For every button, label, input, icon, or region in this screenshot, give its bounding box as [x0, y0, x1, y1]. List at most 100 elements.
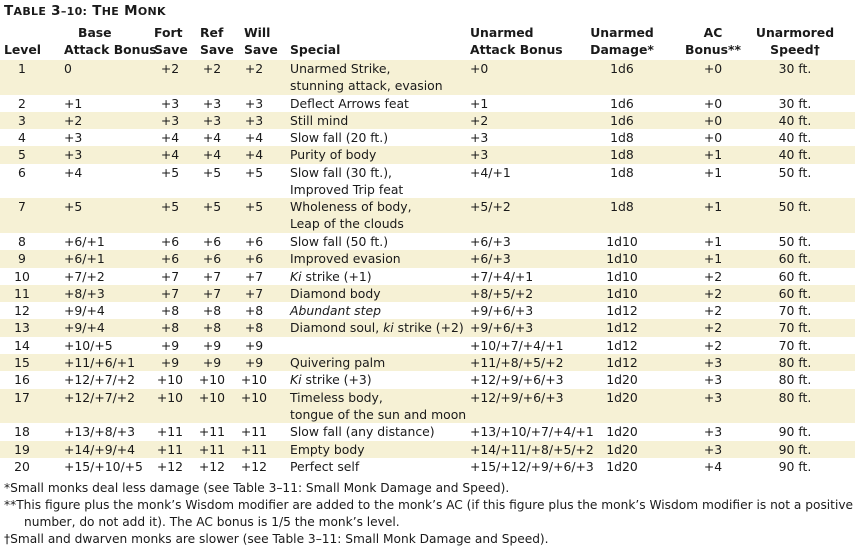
table-row: 16 +12/+7/+2 +10 +10 +10 +12/+9/+6/+3 1d20 +3 80… [0, 371, 855, 388]
cell-will-save: +5 [244, 199, 264, 215]
table-row: 15 +11/+6/+1 +9 +9 +9 +11/+8/+5/+2 1d12 +3 80 ft… [0, 354, 855, 372]
cell-base-attack-bonus: +12/+7/+2 [64, 389, 136, 405]
table-row: 10 +7/+2 +7 +7 +7 +7/+4/+1 1d10 +2 60 ft. Ki stri… [0, 268, 855, 285]
cell-special: Ki strike (+3) [290, 371, 470, 388]
special-line: Perfect self [290, 458, 360, 474]
cell-special: Ki strike (+1) [290, 268, 470, 285]
header-unarmored-speed: Unarmored Speed† [755, 25, 835, 57]
cell-will-save: +6 [244, 251, 264, 267]
cell-unarmed-damage: 1d6 [610, 61, 634, 76]
cell-unarmed-attack-bonus: +1 [470, 95, 489, 111]
cell-ref-save: +6 [202, 251, 222, 267]
cell-unarmored-speed: 60 ft. [778, 251, 812, 267]
cell-base-attack-bonus: +9/+4 [64, 320, 105, 336]
cell-level: 2 [18, 95, 26, 111]
cell-base-attack-bonus: +2 [64, 112, 83, 128]
cell-unarmed-attack-bonus: +9/+6/+3 [470, 320, 534, 336]
cell-unarmed-damage: 1d10 [606, 251, 638, 267]
special-line: Ki strike (+3) [290, 372, 372, 388]
cell-fort-save: +4 [160, 147, 180, 163]
cell-unarmed-damage: 1d8 [610, 147, 634, 163]
cell-ac-bonus: +4 [703, 458, 723, 474]
cell-base-attack-bonus: +9/+4 [64, 303, 105, 319]
table-row: 14 +10/+5 +9 +9 +9 +10/+7/+4/+1 1d12 +2 70 ft. [0, 337, 855, 354]
special-line: Slow fall (any distance) [290, 424, 435, 440]
cell-fort-save: +5 [160, 199, 180, 215]
cell-ac-bonus: +3 [703, 355, 723, 371]
cell-ac-bonus: +0 [703, 95, 723, 111]
cell-unarmed-damage: 1d8 [610, 199, 634, 215]
table-row: 1 0 +2 +2 +2 +0 1d6 +0 30 ft. Unarmed Strike, stun… [0, 60, 855, 95]
cell-special: Diamond soul, ki strike (+2) [290, 319, 470, 336]
cell-ref-save: +9 [202, 337, 222, 353]
cell-ref-save: +10 [198, 389, 226, 405]
cell-level: 10 [14, 268, 30, 284]
cell-ac-bonus: +0 [703, 130, 723, 146]
special-line: Unarmed Strike, [290, 61, 391, 76]
footnote-small-damage: *Small monks deal less damage (see Table… [4, 481, 510, 495]
cell-will-save: +4 [244, 147, 264, 163]
cell-fort-save: +10 [156, 372, 184, 388]
cell-base-attack-bonus: +13/+8/+3 [64, 424, 136, 440]
special-line: Abundant step [290, 303, 381, 319]
cell-level: 1 [18, 61, 26, 76]
cell-unarmed-attack-bonus: +3 [470, 147, 489, 163]
special-line: tongue of the sun and moon [290, 406, 467, 422]
header-level: Level [4, 42, 42, 57]
cell-level: 16 [14, 372, 30, 388]
cell-ac-bonus: +0 [703, 61, 723, 76]
cell-ac-bonus: +2 [703, 303, 723, 319]
cell-base-attack-bonus: 0 [64, 61, 72, 76]
cell-level: 18 [14, 424, 30, 440]
table-row: 19 +14/+9/+4 +11 +11 +11 +14/+11/+8/+5/+2 1d20… [0, 440, 855, 458]
cell-ac-bonus: +3 [703, 372, 723, 388]
cell-will-save: +6 [244, 233, 264, 249]
cell-base-attack-bonus: +15/+10/+5 [64, 458, 143, 474]
cell-level: 12 [14, 303, 30, 319]
cell-fort-save: +3 [160, 95, 180, 111]
cell-base-attack-bonus: +1 [64, 95, 83, 111]
cell-unarmored-speed: 90 ft. [778, 441, 812, 457]
cell-ref-save: +10 [198, 372, 226, 388]
cell-unarmed-damage: 1d10 [606, 233, 638, 249]
cell-ref-save: +6 [202, 233, 222, 249]
cell-unarmed-damage: 1d20 [606, 441, 638, 457]
cell-base-attack-bonus: +7/+2 [64, 268, 105, 284]
cell-fort-save: +7 [160, 268, 180, 284]
table-row: 7 +5 +5 +5 +5 +5/+2 1d8 +1 50 ft. Wholeness of bo… [0, 198, 855, 233]
cell-special: Empty body [290, 441, 470, 458]
cell-unarmored-speed: 90 ft. [778, 458, 812, 474]
cell-ac-bonus: +2 [703, 337, 723, 353]
cell-unarmored-speed: 50 ft. [778, 233, 812, 249]
cell-unarmed-attack-bonus: +15/+12/+9/+6/+3 [470, 458, 594, 474]
special-line: stunning attack, evasion [290, 78, 443, 93]
cell-ref-save: +7 [202, 285, 222, 301]
footnote-ac-bonus: **This figure plus the monk’s Wisdom mod… [4, 498, 854, 512]
cell-base-attack-bonus: +10/+5 [64, 337, 113, 353]
cell-ref-save: +7 [202, 268, 222, 284]
cell-level: 6 [18, 164, 26, 180]
cell-level: 4 [18, 130, 26, 146]
cell-unarmed-attack-bonus: +5/+2 [470, 199, 511, 215]
cell-ref-save: +5 [202, 199, 222, 215]
cell-unarmored-speed: 90 ft. [778, 424, 812, 440]
cell-level: 19 [14, 441, 30, 457]
cell-special: Diamond body [290, 285, 470, 302]
cell-ac-bonus: +2 [703, 285, 723, 301]
cell-unarmed-damage: 1d12 [606, 320, 638, 336]
cell-ref-save: +5 [202, 164, 222, 180]
cell-will-save: +11 [240, 441, 268, 457]
table-row: 2 +1 +3 +3 +3 +1 1d6 +0 30 ft. Deflect Arrows fea… [0, 95, 855, 112]
cell-unarmed-damage: 1d10 [606, 285, 638, 301]
cell-ac-bonus: +2 [703, 268, 723, 284]
cell-unarmed-attack-bonus: +10/+7/+4/+1 [470, 337, 564, 353]
special-line: Improved Trip feat [290, 181, 404, 197]
row-shading [0, 60, 855, 95]
cell-special: Purity of body [290, 146, 470, 163]
special-line: Diamond soul, ki strike (+2) [290, 320, 464, 336]
cell-ref-save: +8 [202, 320, 222, 336]
special-line: Still mind [290, 112, 349, 128]
cell-base-attack-bonus: +12/+7/+2 [64, 372, 136, 388]
cell-will-save: +7 [244, 268, 264, 284]
cell-ref-save: +11 [198, 441, 226, 457]
